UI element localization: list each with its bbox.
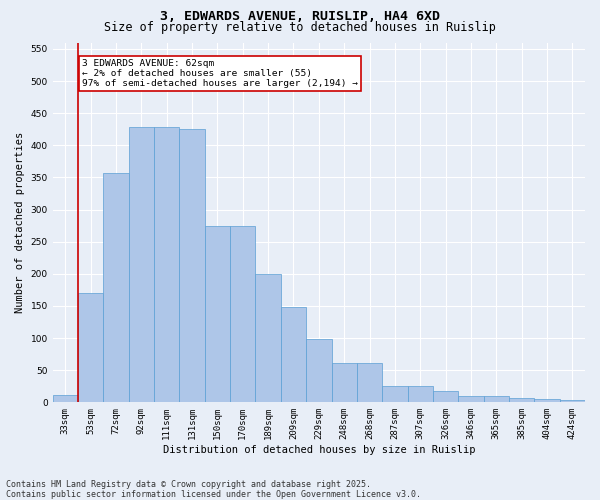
- X-axis label: Distribution of detached houses by size in Ruislip: Distribution of detached houses by size …: [163, 445, 475, 455]
- Bar: [256, 274, 281, 402]
- Bar: [458, 396, 484, 402]
- Bar: [103, 173, 129, 402]
- Bar: [560, 400, 585, 402]
- Bar: [306, 340, 332, 402]
- Bar: [230, 226, 256, 402]
- Bar: [407, 386, 433, 402]
- Bar: [509, 398, 535, 402]
- Bar: [179, 129, 205, 402]
- Text: 3 EDWARDS AVENUE: 62sqm
← 2% of detached houses are smaller (55)
97% of semi-det: 3 EDWARDS AVENUE: 62sqm ← 2% of detached…: [82, 58, 358, 88]
- Bar: [129, 128, 154, 402]
- Bar: [281, 307, 306, 402]
- Bar: [154, 128, 179, 402]
- Bar: [433, 391, 458, 402]
- Text: 3, EDWARDS AVENUE, RUISLIP, HA4 6XD: 3, EDWARDS AVENUE, RUISLIP, HA4 6XD: [160, 10, 440, 23]
- Bar: [535, 399, 560, 402]
- Bar: [205, 226, 230, 402]
- Y-axis label: Number of detached properties: Number of detached properties: [15, 132, 25, 313]
- Bar: [484, 396, 509, 402]
- Bar: [53, 394, 78, 402]
- Bar: [357, 363, 382, 403]
- Bar: [78, 293, 103, 403]
- Bar: [332, 363, 357, 403]
- Bar: [382, 386, 407, 402]
- Text: Contains HM Land Registry data © Crown copyright and database right 2025.
Contai: Contains HM Land Registry data © Crown c…: [6, 480, 421, 499]
- Text: Size of property relative to detached houses in Ruislip: Size of property relative to detached ho…: [104, 21, 496, 34]
